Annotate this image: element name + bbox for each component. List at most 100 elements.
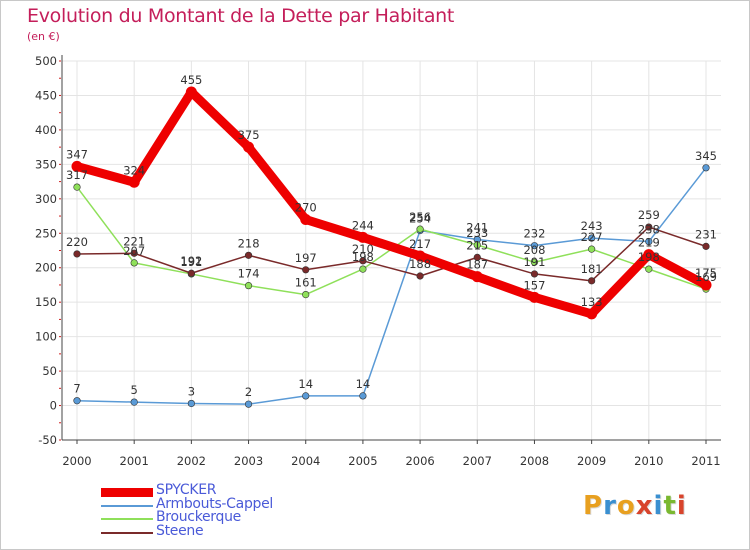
data-point	[73, 397, 81, 405]
data-label: 181	[581, 262, 603, 276]
data-point	[471, 271, 483, 283]
data-point	[359, 392, 367, 400]
data-label: 198	[352, 250, 374, 264]
data-label: 157	[523, 278, 545, 292]
data-label: 215	[466, 238, 488, 252]
line-chart: -50 0 50 100 150 200 250 300 350 400 450 500 2000 200…	[35, 54, 721, 468]
x-tick-label: 2009	[577, 454, 606, 468]
data-label: 133	[581, 295, 603, 309]
data-label: 7	[73, 382, 80, 396]
data-point	[73, 183, 81, 191]
data-label: 270	[295, 200, 317, 214]
data-label: 2	[245, 385, 252, 399]
data-label: 5	[131, 383, 138, 397]
data-label: 220	[66, 235, 88, 249]
data-point	[645, 223, 653, 231]
x-tick-label: 2007	[463, 454, 492, 468]
data-point	[414, 250, 426, 262]
y-tick-label: -50	[38, 433, 57, 447]
data-point	[244, 282, 253, 290]
data-point	[473, 253, 481, 261]
data-label: 375	[238, 128, 260, 142]
data-label: 169	[695, 270, 717, 284]
data-point	[187, 269, 195, 277]
x-tick-label: 2002	[177, 454, 206, 468]
data-point	[416, 225, 424, 233]
data-point	[130, 398, 138, 406]
data-point	[416, 272, 424, 280]
data-label: 243	[581, 219, 603, 233]
x-tick-label: 2010	[634, 454, 663, 468]
data-label: 14	[356, 377, 371, 391]
data-point	[528, 291, 540, 303]
data-point	[73, 250, 81, 258]
series-line-steene	[76, 226, 707, 282]
x-tick-label: 2001	[120, 454, 149, 468]
data-point	[359, 265, 367, 273]
legend-label: Armbouts-Cappel	[156, 495, 274, 512]
data-label: 324	[123, 163, 145, 177]
data-point	[645, 237, 653, 246]
data-label: 3	[188, 384, 195, 398]
y-tick-label: 300	[35, 192, 57, 206]
y-tick-label: 500	[35, 54, 57, 68]
chart-title: Evolution du Montant de la Dette par Hab…	[27, 5, 455, 27]
y-tick-label: 150	[35, 295, 57, 309]
data-point	[530, 242, 539, 250]
legend-swatch	[101, 531, 153, 534]
data-point	[586, 308, 598, 320]
data-point	[187, 399, 195, 408]
x-tick-label: 2006	[405, 454, 434, 468]
y-tick-label: 0	[50, 399, 57, 413]
legend-label: SPYCKER	[156, 482, 217, 498]
series-line-spycker	[72, 87, 711, 319]
data-point	[588, 245, 596, 253]
data-point	[130, 249, 138, 257]
logo-letter: r	[603, 491, 617, 521]
data-point	[700, 279, 712, 291]
data-label: 317	[66, 168, 88, 182]
data-label: 233	[466, 226, 488, 240]
logo-letter: i	[653, 491, 664, 521]
data-label: 208	[523, 243, 545, 257]
data-label: 197	[295, 251, 317, 265]
data-label: 256	[409, 210, 431, 224]
legend-label: Steene	[156, 522, 204, 539]
data-label: 218	[238, 236, 260, 250]
axes: -50 0 50 100 150 200 250 300 350 400 450 500 2000 200…	[35, 54, 721, 468]
logo-letter: o	[616, 491, 636, 521]
data-label: 259	[638, 208, 660, 222]
data-label: 455	[180, 73, 202, 87]
legend-swatch	[101, 504, 153, 507]
data-point	[243, 141, 255, 153]
data-labels: 347 324 455 375 270 244 217 187 157 133 219 175 7 5 3 2…	[66, 73, 717, 399]
data-point	[71, 160, 83, 172]
data-label: 345	[695, 149, 717, 163]
logo-letter: t	[663, 491, 677, 521]
data-point	[302, 266, 310, 274]
data-label: 221	[123, 234, 145, 248]
x-tick-label: 2011	[691, 454, 720, 468]
data-point	[530, 270, 539, 278]
y-tick-label: 400	[35, 123, 57, 137]
legend-label: Brouckerque	[156, 509, 241, 525]
x-tick-label: 2005	[348, 454, 377, 468]
data-label: 188	[409, 257, 431, 271]
data-label: 192	[180, 254, 202, 268]
y-tick-label: 450	[35, 88, 57, 102]
data-point	[128, 176, 140, 188]
data-label: 219	[638, 236, 660, 250]
data-point	[702, 242, 710, 250]
data-point	[185, 86, 197, 98]
data-label: 210	[352, 242, 374, 256]
y-tick-label: 50	[42, 364, 57, 378]
x-tick-label: 2000	[62, 454, 91, 468]
x-tick-label: 2003	[234, 454, 263, 468]
data-label: 187	[466, 258, 488, 272]
data-point	[588, 277, 596, 285]
data-label: 217	[409, 237, 431, 251]
data-point	[645, 265, 653, 273]
data-point	[357, 231, 369, 243]
data-point	[588, 234, 596, 242]
